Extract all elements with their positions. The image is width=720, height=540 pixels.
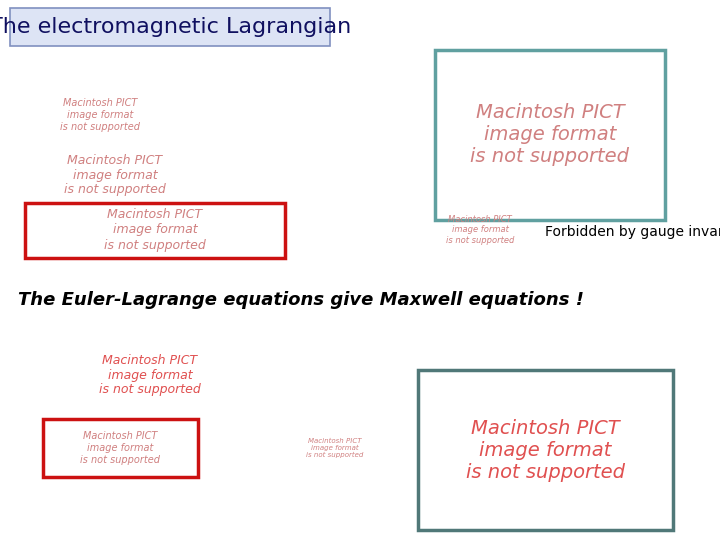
Bar [42,419,197,477]
Bar [418,370,672,530]
Text: Macintosh PICT
image format
is not supported: Macintosh PICT image format is not suppo… [80,431,160,464]
Text: Macintosh PICT
image format
is not supported: Macintosh PICT image format is not suppo… [470,104,629,166]
Text: The electromagnetic Lagrangian: The electromagnetic Lagrangian [0,17,351,37]
Text: Macintosh PICT
image format
is not supported: Macintosh PICT image format is not suppo… [306,438,364,458]
Text: Macintosh PICT
image format
is not supported: Macintosh PICT image format is not suppo… [60,98,140,132]
Text: Macintosh PICT
image format
is not supported: Macintosh PICT image format is not suppo… [104,208,206,252]
Text: The Euler-Lagrange equations give Maxwell equations !: The Euler-Lagrange equations give Maxwel… [18,291,584,309]
Bar [10,8,330,46]
Bar [25,202,285,258]
Text: Macintosh PICT
image format
is not supported: Macintosh PICT image format is not suppo… [446,215,514,245]
Text: Macintosh PICT
image format
is not supported: Macintosh PICT image format is not suppo… [466,418,624,482]
Text: Macintosh PICT
image format
is not supported: Macintosh PICT image format is not suppo… [64,153,166,197]
Text: Macintosh PICT
image format
is not supported: Macintosh PICT image format is not suppo… [99,354,201,396]
Text: Forbidden by gauge invariance: Forbidden by gauge invariance [545,225,720,239]
Bar [435,50,665,220]
